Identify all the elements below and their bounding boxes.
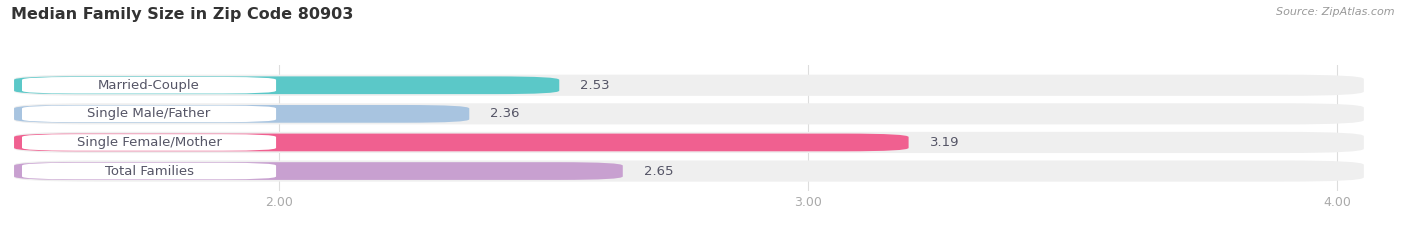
FancyBboxPatch shape bbox=[22, 163, 276, 179]
Text: Single Female/Mother: Single Female/Mother bbox=[76, 136, 222, 149]
Text: Total Families: Total Families bbox=[104, 164, 194, 178]
FancyBboxPatch shape bbox=[22, 134, 276, 151]
Text: Source: ZipAtlas.com: Source: ZipAtlas.com bbox=[1277, 7, 1395, 17]
Text: Married-Couple: Married-Couple bbox=[98, 79, 200, 92]
FancyBboxPatch shape bbox=[14, 75, 1364, 96]
Text: Median Family Size in Zip Code 80903: Median Family Size in Zip Code 80903 bbox=[11, 7, 354, 22]
Text: 3.19: 3.19 bbox=[929, 136, 959, 149]
FancyBboxPatch shape bbox=[14, 76, 560, 94]
FancyBboxPatch shape bbox=[14, 161, 1364, 182]
FancyBboxPatch shape bbox=[14, 134, 908, 151]
FancyBboxPatch shape bbox=[14, 103, 1364, 124]
Text: 2.53: 2.53 bbox=[581, 79, 610, 92]
FancyBboxPatch shape bbox=[14, 132, 1364, 153]
FancyBboxPatch shape bbox=[14, 162, 623, 180]
Text: 2.65: 2.65 bbox=[644, 164, 673, 178]
Text: Single Male/Father: Single Male/Father bbox=[87, 107, 211, 120]
Text: 2.36: 2.36 bbox=[491, 107, 520, 120]
FancyBboxPatch shape bbox=[22, 106, 276, 122]
FancyBboxPatch shape bbox=[22, 77, 276, 94]
FancyBboxPatch shape bbox=[14, 105, 470, 123]
